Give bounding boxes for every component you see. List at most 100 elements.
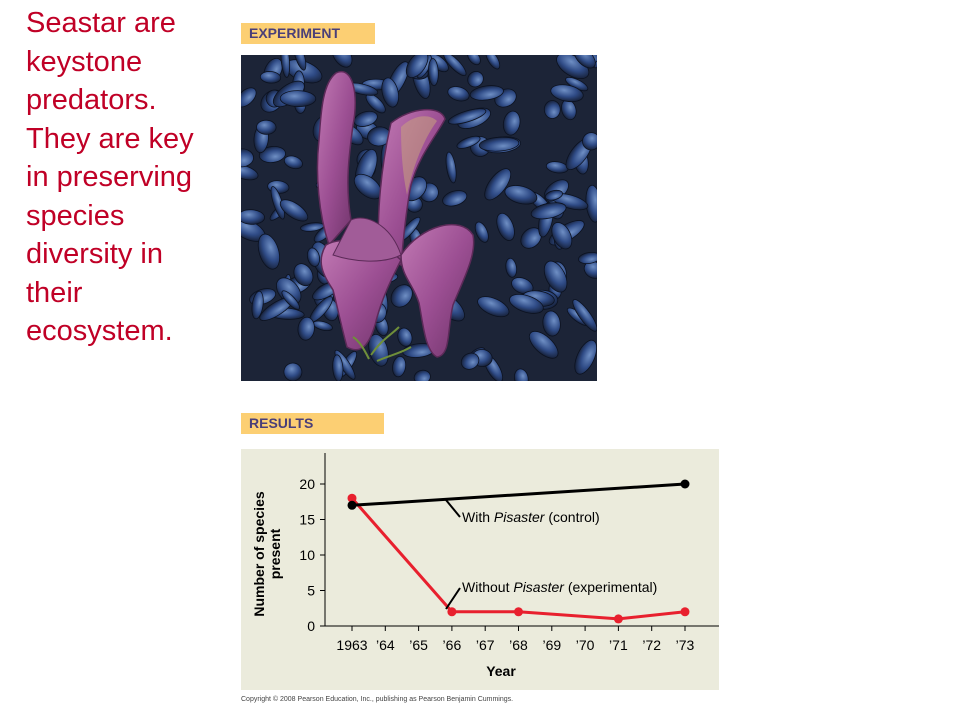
mussel-shell xyxy=(502,110,521,136)
mussel-shell xyxy=(331,55,353,68)
mussel-shell xyxy=(276,277,302,305)
mussel-shell xyxy=(543,100,561,119)
slide-text-line: their xyxy=(26,276,83,309)
y-tick-label: 10 xyxy=(299,547,315,563)
y-tick-label: 15 xyxy=(299,512,315,528)
y-axis-label: Number of speciespresent xyxy=(251,491,283,616)
slide-text-line: species xyxy=(26,199,125,232)
mussel-shell xyxy=(460,352,480,370)
slide-text-line: keystone xyxy=(26,45,143,78)
mussel-shell xyxy=(572,299,597,332)
mussel-shell xyxy=(543,260,568,293)
mussel-shell xyxy=(292,55,307,71)
mussel-shell xyxy=(397,327,413,347)
mussel-shell xyxy=(442,190,468,207)
y-tick-label: 0 xyxy=(307,618,315,634)
mussel-shell xyxy=(283,362,303,381)
mussel-shell xyxy=(582,132,597,151)
mussel-shell xyxy=(241,87,257,108)
x-tick-label: 1963 xyxy=(336,637,367,653)
series-label-control: With Pisaster (control) xyxy=(462,509,600,525)
data-point-experimental xyxy=(613,614,623,624)
mussel-shell xyxy=(574,339,597,375)
mussel-shell xyxy=(528,330,559,359)
mussel-shell xyxy=(485,55,501,70)
mussel-shell xyxy=(281,290,300,310)
mussel-shell xyxy=(293,263,314,287)
chart-background xyxy=(241,449,719,690)
data-point-control xyxy=(680,479,690,489)
x-tick-label: ’69 xyxy=(542,637,561,653)
x-axis-label: Year xyxy=(486,663,516,679)
slide-text-line: Seastar are xyxy=(26,7,176,39)
mussel-shell xyxy=(280,55,291,78)
results-label: RESULTS xyxy=(241,413,384,434)
x-tick-label: ’64 xyxy=(376,637,395,653)
mussel-shell xyxy=(484,168,512,201)
mussel-shell xyxy=(283,155,303,170)
x-tick-label: ’70 xyxy=(576,637,595,653)
x-tick-label: ’71 xyxy=(609,637,628,653)
data-point-experimental xyxy=(447,607,457,617)
mussel-shell xyxy=(306,247,321,267)
series-line-control xyxy=(351,482,686,507)
mussel-shell xyxy=(474,221,489,243)
mussel-shell xyxy=(279,199,309,222)
mussel-shell xyxy=(443,55,467,76)
mussel-shell xyxy=(478,136,520,152)
series-label-leader xyxy=(445,587,461,610)
data-point-control xyxy=(347,500,357,510)
mussel-shell xyxy=(241,209,265,225)
mussel-shell xyxy=(251,290,264,320)
mussel-shell xyxy=(509,293,544,314)
mussel-shell xyxy=(392,355,407,378)
mussel-shell xyxy=(511,277,534,295)
mussel-shell xyxy=(467,55,481,66)
mussel-shell xyxy=(257,233,280,270)
slide-text-line: predators. xyxy=(26,84,157,116)
mussel-shell xyxy=(573,55,596,69)
mussel-shell xyxy=(530,202,567,220)
mussel-shell xyxy=(477,296,510,318)
data-point-experimental xyxy=(514,607,523,617)
mussel-shell xyxy=(469,85,504,101)
mussel-shell xyxy=(513,368,529,381)
y-tick-label: 5 xyxy=(307,583,315,599)
mussel-shell xyxy=(428,58,439,87)
x-tick-label: ’66 xyxy=(443,637,462,653)
mussel-shell xyxy=(405,55,429,79)
data-point-experimental xyxy=(347,493,357,503)
y-axis-label-line: Number of species xyxy=(251,491,267,616)
seastar-shape xyxy=(316,70,475,358)
mussel-shell xyxy=(447,86,470,102)
y-axis-label-line: present xyxy=(267,528,283,579)
mussel-shell xyxy=(381,77,399,108)
slide-text-line: They are key xyxy=(26,122,194,155)
x-tick-label: ’68 xyxy=(509,637,528,653)
series-label-experimental: Without Pisaster (experimental) xyxy=(462,579,657,595)
chart-svg: 0 5 10 15 20 1963 ’64 ’65 ’66 ’67 ’68 ’69 ’70 ’71 ’72 ’… xyxy=(241,449,719,690)
slide-text-line: ecosystem. xyxy=(26,315,173,347)
mussel-shell xyxy=(259,71,282,84)
data-point-experimental xyxy=(680,607,690,617)
x-tick-label: ’72 xyxy=(642,637,661,653)
slide-text-line: in preserving xyxy=(26,161,193,193)
mussel-shell xyxy=(578,251,597,265)
mussel-shell xyxy=(551,222,573,250)
experiment-label: EXPERIMENT xyxy=(241,23,375,44)
mussel-shell xyxy=(496,212,515,241)
mussel-shell xyxy=(467,71,484,88)
seaweed-shape xyxy=(352,326,412,362)
seastar-photo xyxy=(241,55,597,381)
series-label-leader xyxy=(445,499,461,518)
slide-text-line: diversity in xyxy=(26,238,163,270)
x-tick-label: ’65 xyxy=(409,637,428,653)
mussel-shell xyxy=(505,257,518,278)
x-tick-label: ’67 xyxy=(476,637,495,653)
y-tick-label: 20 xyxy=(299,476,315,492)
x-tick-label: ’73 xyxy=(676,637,695,653)
mussel-shell xyxy=(241,148,254,168)
mussel-shell xyxy=(413,369,431,381)
slide-body-text: Seastar are keystone predators. They are… xyxy=(26,4,226,351)
mussel-shell xyxy=(456,135,481,149)
